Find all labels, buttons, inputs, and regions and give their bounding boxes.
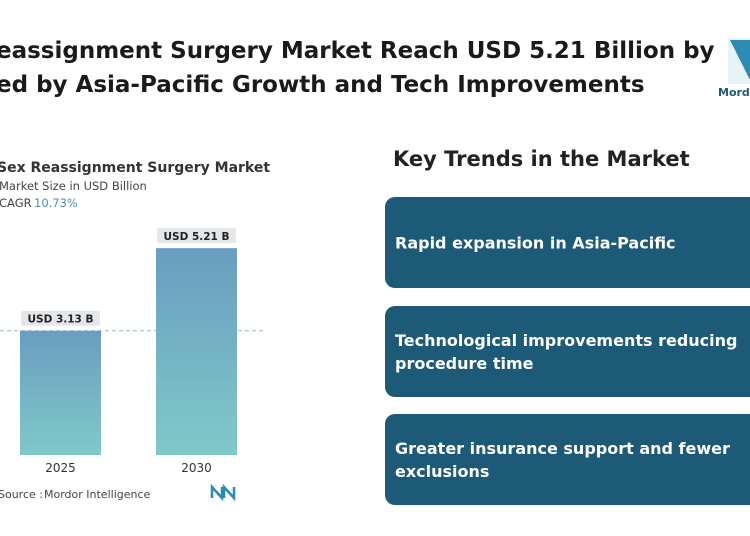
- x-tick-label: 2025: [45, 461, 76, 475]
- chart-title: Sex Reassignment Surgery Market: [0, 160, 270, 176]
- trend-text: exclusions: [395, 462, 489, 481]
- trends: Rapid expansion in Asia-Pacific Technolog…: [385, 197, 750, 505]
- trend-text: procedure time: [395, 354, 534, 373]
- logo-shape: [730, 40, 750, 80]
- trend-text: Greater insurance support and fewer: [395, 439, 730, 458]
- title-line: eassignment Surgery Market Reach USD 5.2…: [0, 38, 715, 64]
- source-label: Source :: [0, 488, 43, 501]
- trend-box: [385, 306, 750, 397]
- trend-text: Technological improvements reducing: [395, 331, 737, 350]
- value-label: USD 5.21 B: [163, 231, 229, 243]
- cagr-value: 10.73%: [34, 196, 78, 210]
- bar: [156, 248, 237, 455]
- trend-box: [385, 197, 750, 288]
- bar: [20, 330, 101, 455]
- logo-text: Mordor: [718, 86, 750, 99]
- source: Mordor Intelligence: [44, 488, 151, 501]
- value-label-bg: [21, 310, 100, 326]
- trend-box: [385, 414, 750, 505]
- source-logo: [210, 483, 236, 502]
- plot: USD 3.13 B 2025 USD 5.21 B 2030: [0, 228, 265, 475]
- chart-subtitle: Market Size in USD Billion: [0, 179, 147, 193]
- x-tick-label: 2030: [181, 461, 212, 475]
- title-line: ed by Asia-Pacific Growth and Tech Impro…: [0, 72, 645, 98]
- cagr-label: CAGR: [0, 196, 32, 210]
- value-label: USD 3.13 B: [27, 314, 93, 326]
- trend-text: Rapid expansion in Asia-Pacific: [395, 234, 676, 253]
- logo: Mordor: [718, 38, 750, 99]
- value-label-bg: [157, 228, 236, 244]
- trends-heading: Key Trends in the Market: [393, 147, 690, 171]
